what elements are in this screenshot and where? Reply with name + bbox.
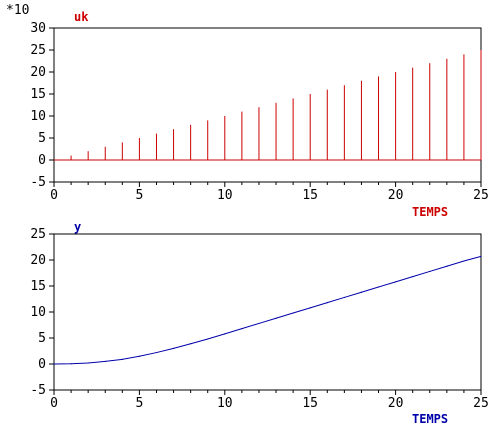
bottom-data-point (343, 296, 345, 299)
top-y-tick-label: -5 (30, 175, 46, 190)
top-x-axis-label: TEMPS (412, 205, 448, 219)
bottom-x-tick-label: 0 (50, 396, 58, 411)
bottom-data-point (258, 322, 260, 325)
bottom-data-point (395, 281, 397, 283)
bottom-data-point (190, 343, 192, 345)
bottom-data-point (463, 260, 465, 262)
top-y-tick-label: 15 (30, 87, 46, 102)
top-y-tick-label: 10 (30, 109, 46, 124)
bottom-data-point (446, 265, 448, 267)
bottom-x-tick-label: 20 (388, 396, 404, 411)
top-y-ticks: -5 0 5 10 15 20 25 30 (30, 21, 54, 190)
bottom-x-axis-label: TEMPS (412, 412, 448, 426)
top-y-tick-label: 5 (38, 131, 46, 146)
bottom-x-tick-label: 15 (302, 396, 318, 411)
top-x-tick-label: 20 (388, 188, 404, 203)
bottom-data-point (224, 333, 226, 335)
bottom-x-tick-label: 10 (217, 396, 233, 411)
top-chart: *10 uk TEMPS -5 0 5 10 15 20 25 30 0 5 10 15 20 25 (6, 3, 489, 219)
bottom-data-point (429, 270, 431, 273)
bottom-data-point (172, 347, 175, 349)
top-x-tick-label: 25 (473, 188, 489, 203)
bottom-y-tick-label: 25 (30, 227, 46, 242)
bottom-y-ticks: -5 0 5 10 15 20 25 (30, 227, 54, 398)
bottom-data-point (207, 338, 209, 340)
bottom-data-point (138, 355, 140, 357)
bottom-data-point (326, 302, 328, 304)
top-y-tick-label: 25 (30, 43, 46, 58)
bottom-series-line (53, 255, 482, 365)
bottom-data-point (377, 286, 380, 288)
bottom-x-tick-label: 25 (473, 396, 489, 411)
bottom-data-point (241, 328, 243, 330)
top-y-tick-label: 0 (38, 153, 46, 168)
bottom-series (53, 255, 482, 365)
bottom-data-point (104, 360, 106, 362)
bottom-y-tick-label: 10 (30, 305, 46, 320)
bottom-data-point (275, 317, 277, 319)
bottom-chart: y TEMPS -5 0 5 10 15 20 25 0 5 10 15 20 25 (30, 220, 488, 426)
bottom-chart-title: y (74, 220, 81, 234)
bottom-data-point (480, 255, 482, 257)
bottom-y-tick-label: 15 (30, 279, 46, 294)
top-x-tick-label: 10 (217, 188, 233, 203)
bottom-y-tick-label: 20 (30, 253, 46, 268)
top-x-tick-label: 0 (50, 188, 58, 203)
top-y-tick-label: 30 (30, 21, 46, 36)
bottom-x-tick-label: 5 (135, 396, 143, 411)
top-x-ticks: 0 5 10 15 20 25 (50, 182, 489, 203)
bottom-y-tick-label: -5 (30, 383, 46, 398)
bottom-data-point (292, 312, 294, 314)
bottom-data-point (155, 351, 158, 354)
bottom-plot-frame (53, 233, 482, 391)
bottom-data-point (70, 363, 72, 365)
top-bars (54, 50, 482, 161)
bottom-data-point (309, 307, 311, 309)
bottom-data-point (87, 362, 89, 364)
top-plot-frame (53, 27, 482, 183)
bottom-data-point (360, 291, 363, 293)
bottom-y-tick-label: 5 (38, 331, 46, 346)
top-chart-title: uk (74, 10, 89, 24)
bottom-data-point (53, 363, 55, 365)
top-x-tick-label: 5 (135, 188, 143, 203)
bottom-x-ticks: 0 5 10 15 20 25 (50, 390, 489, 411)
top-x-tick-label: 15 (302, 188, 318, 203)
bottom-data-point (121, 358, 123, 360)
top-scale-multiplier: *10 (6, 3, 29, 18)
bottom-y-tick-label: 0 (38, 357, 46, 372)
top-y-tick-label: 20 (30, 65, 46, 80)
bottom-data-point (412, 276, 414, 278)
